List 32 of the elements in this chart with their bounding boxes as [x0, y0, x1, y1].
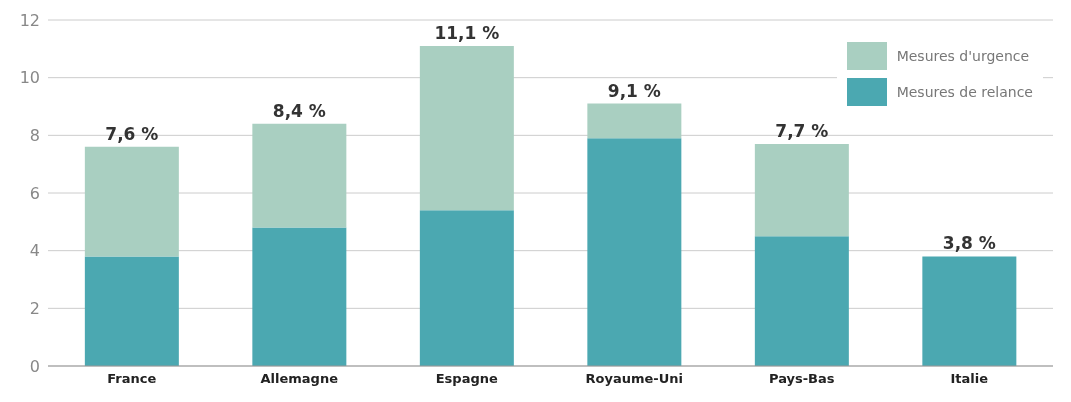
y-tick-label: 4 — [29, 241, 40, 261]
bar — [419, 210, 514, 366]
y-tick-label: 12 — [19, 10, 40, 30]
total-label: 11,1 % — [434, 22, 500, 43]
y-tick-label: 10 — [19, 68, 40, 88]
bar — [754, 143, 849, 237]
bar — [84, 146, 179, 257]
x-tick-label: Pays-Bas — [768, 371, 835, 387]
bar — [84, 256, 179, 366]
total-label: 8,4 % — [272, 100, 326, 121]
x-tick-label: Royaume-Uni — [585, 371, 683, 387]
legend-label: Mesures de relance — [896, 84, 1033, 100]
y-tick-label: 8 — [29, 126, 40, 146]
bar — [252, 227, 347, 366]
bar — [587, 138, 682, 366]
total-label: 7,6 % — [105, 123, 159, 144]
y-tick-label: 6 — [29, 183, 40, 203]
bar — [587, 103, 682, 139]
y-tick-label: 2 — [29, 299, 40, 319]
bar — [252, 123, 347, 228]
bar — [754, 236, 849, 366]
bar — [419, 45, 514, 211]
x-tick-label: Italie — [950, 371, 989, 387]
x-tick-label: Espagne — [435, 371, 498, 387]
y-tick-label: 0 — [29, 356, 40, 376]
bar — [922, 256, 1017, 366]
total-label: 7,7 % — [775, 120, 829, 141]
x-tick-label: Allemagne — [260, 371, 339, 387]
total-label: 3,8 % — [942, 233, 996, 254]
total-label: 9,1 % — [607, 80, 661, 101]
legend-label: Mesures d'urgence — [896, 48, 1030, 64]
x-tick-label: France — [107, 371, 157, 387]
